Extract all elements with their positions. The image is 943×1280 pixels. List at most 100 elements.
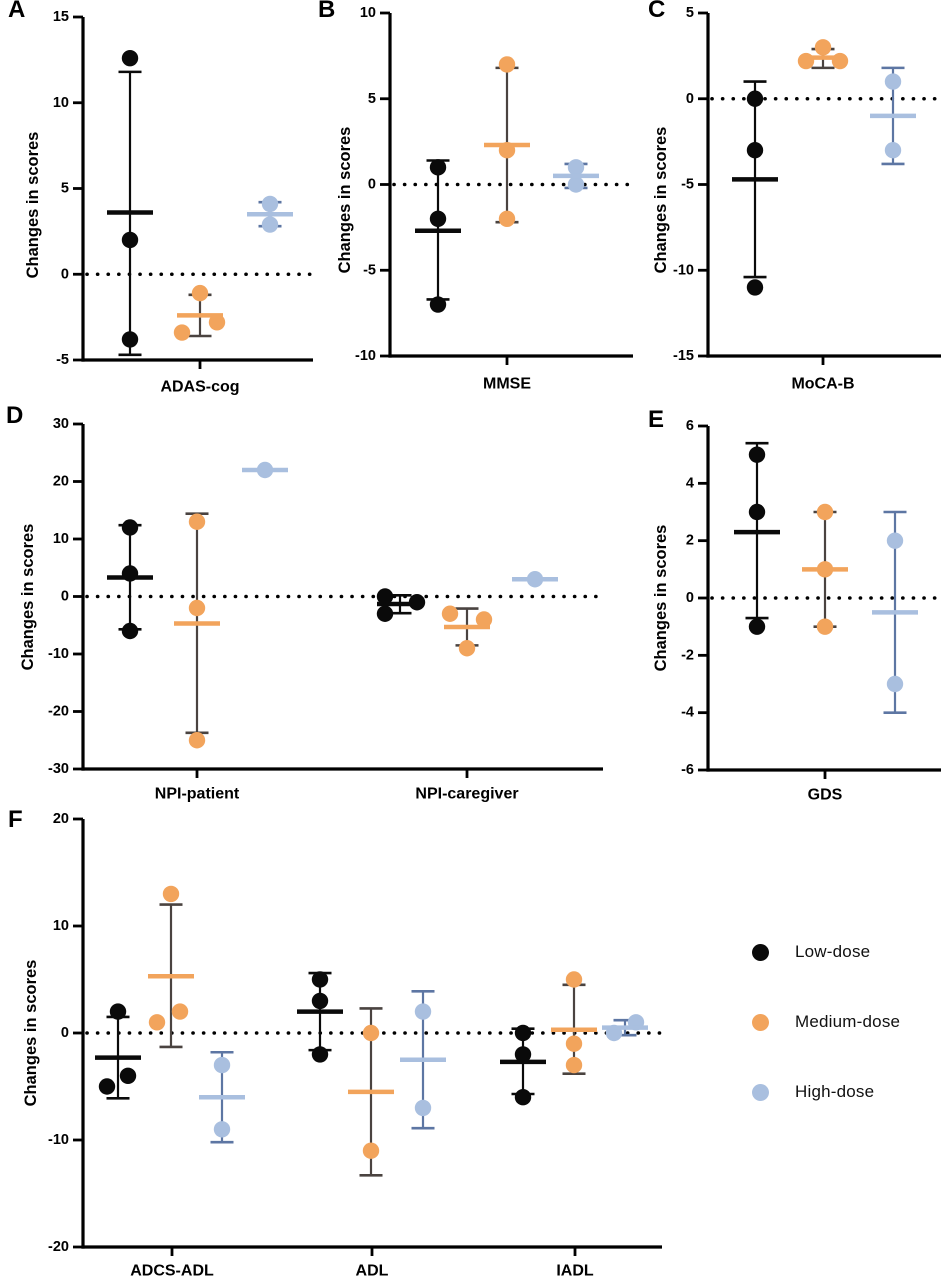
legend: Low-dose Medium-dose High-dose [752, 936, 900, 1108]
legend-dot-low-icon [752, 943, 769, 961]
series-high [512, 571, 558, 588]
y-axis-title: Changes in scores [24, 132, 42, 279]
y-tick-label: 4 [686, 475, 694, 491]
y-tick-label: -6 [681, 762, 694, 778]
series-low [734, 441, 780, 635]
series-high [199, 1050, 245, 1144]
y-tick-label: 2 [686, 533, 694, 549]
data-point [746, 142, 764, 159]
panel-B: B Changes in scores 10 5 0 -5 -10 MMSE [318, 0, 635, 393]
legend-dot-high-icon [752, 1083, 769, 1101]
data-point [109, 1003, 127, 1020]
y-axis-title: Changes in scores [336, 127, 354, 274]
legend-item-low-dose: Low-dose [752, 936, 900, 968]
y-tick-label: -20 [48, 1239, 69, 1255]
data-point [362, 1024, 380, 1042]
y-axis-title: Changes in scores [652, 127, 670, 274]
y-tick-label: 10 [53, 531, 69, 547]
series-high [872, 510, 918, 714]
data-point [748, 618, 766, 635]
category-label: NPI-caregiver [415, 786, 518, 803]
data-point [514, 1024, 532, 1042]
series-low [107, 519, 153, 640]
data-point [886, 532, 904, 549]
y-tick-label: 6 [686, 418, 694, 434]
y-tick-label: -10 [48, 646, 69, 662]
data-point [311, 1046, 329, 1063]
data-point [567, 159, 585, 176]
data-point [191, 284, 209, 302]
series-medium [148, 885, 194, 1049]
data-point [98, 1078, 116, 1095]
category-label: GDS [808, 787, 843, 804]
y-tick-label: -30 [48, 761, 69, 777]
data-point [208, 314, 226, 331]
legend-label-medium: Medium-dose [795, 1012, 901, 1031]
data-point [121, 231, 139, 249]
y-tick-label: 20 [53, 474, 69, 490]
category-label: IADL [556, 1263, 594, 1280]
y-tick-label: 0 [61, 589, 69, 605]
y-tick-label: -4 [681, 705, 694, 721]
y-tick-label: 0 [61, 266, 69, 282]
data-point [121, 331, 139, 348]
series-medium [441, 605, 493, 657]
legend-label-low: Low-dose [795, 942, 871, 961]
series-low [107, 49, 153, 357]
data-point [565, 1056, 583, 1074]
data-point [814, 39, 832, 56]
series-high [870, 66, 916, 166]
panel-label-A: A [8, 0, 25, 23]
data-point [162, 885, 180, 903]
panel-label-F: F [8, 806, 23, 833]
series-medium [551, 971, 597, 1075]
y-tick-label: 5 [61, 181, 69, 197]
series-low [415, 159, 461, 313]
legend-item-medium-dose: Medium-dose [752, 1006, 900, 1038]
data-point [121, 49, 139, 67]
series-low [376, 588, 426, 622]
data-point [886, 675, 904, 693]
category-label: ADL [356, 1263, 389, 1280]
y-tick-label: 0 [368, 177, 376, 193]
y-tick-label: 10 [53, 95, 69, 111]
y-tick-label: 10 [360, 5, 376, 21]
series-low [500, 1024, 546, 1106]
y-tick-label: 0 [61, 1025, 69, 1041]
panel-A: A Changes in scores 15 10 5 0 -5 ADAS-cog [8, 0, 315, 396]
data-point [148, 1014, 166, 1031]
data-point [311, 971, 329, 988]
data-point [376, 605, 394, 622]
data-point [797, 52, 815, 70]
y-tick-label: 30 [53, 416, 69, 432]
data-point [173, 324, 191, 341]
data-point [498, 210, 516, 227]
data-point [514, 1089, 532, 1106]
data-point [261, 216, 279, 233]
data-point [514, 1046, 532, 1063]
data-point [748, 503, 766, 521]
data-point [119, 1067, 137, 1085]
series-high [553, 159, 599, 193]
y-tick-label: 0 [686, 91, 694, 107]
data-point [498, 56, 516, 73]
data-point [188, 513, 206, 530]
y-tick-label: 20 [53, 811, 69, 827]
y-tick-label: -15 [673, 348, 694, 364]
legend-dot-medium-icon [752, 1013, 769, 1031]
legend-label-high: High-dose [795, 1082, 875, 1101]
data-point [458, 640, 476, 657]
legend-item-high-dose: High-dose [752, 1076, 900, 1108]
data-point [213, 1121, 231, 1138]
y-tick-label: -5 [56, 352, 69, 368]
category-label: ADCS-ADL [130, 1263, 214, 1280]
panel-F: F Changes in scores 20 10 0 -10 -20 ADCS-ADL ADL… [8, 806, 664, 1280]
data-point [121, 519, 139, 536]
panel-label-B: B [318, 0, 335, 23]
y-axis-title: Changes in scores [22, 960, 40, 1107]
y-tick-label: -5 [363, 262, 376, 278]
category-label: NPI-patient [155, 786, 240, 803]
data-point [884, 142, 902, 159]
